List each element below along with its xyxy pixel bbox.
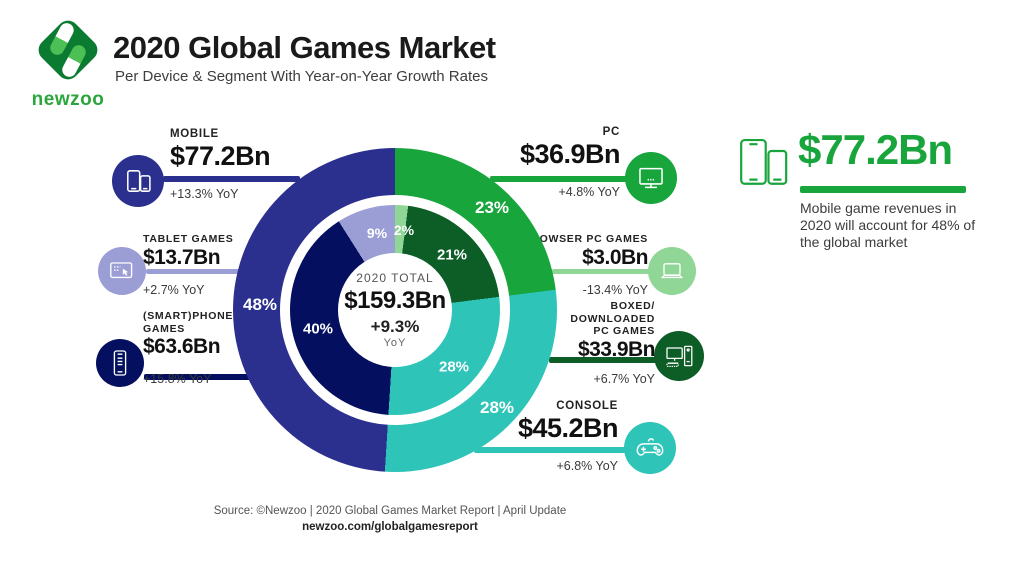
mobile-share-label: 48% bbox=[242, 295, 278, 314]
browser-yoy: -13.4% YoY bbox=[582, 282, 648, 297]
boxed-connector-line bbox=[549, 357, 657, 363]
boxed-share-label: 21% bbox=[436, 246, 468, 264]
pc-callout: PC $36.9Bn +4.8% YoY bbox=[470, 126, 621, 199]
desktop-pc-icon bbox=[666, 345, 693, 368]
pc-yoy: +4.8% YoY bbox=[558, 184, 620, 199]
console-label: CONSOLE bbox=[556, 400, 618, 412]
mobile-callout: MOBILE $77.2Bn +13.3% YoY bbox=[170, 128, 320, 201]
page-subtitle: Per Device & Segment With Year-on-Year G… bbox=[115, 68, 488, 85]
console-share-label: 28% bbox=[479, 398, 515, 417]
mobile-devices-icon bbox=[127, 170, 151, 192]
laptop-icon bbox=[660, 263, 684, 279]
browser-share-label: 2% bbox=[393, 222, 415, 238]
smartphone-segment-badge bbox=[96, 339, 144, 387]
page-title: 2020 Global Games Market bbox=[113, 30, 496, 65]
boxed-yoy: +6.7% YoY bbox=[593, 371, 655, 386]
highlight-description: Mobile game revenues in 2020 will accoun… bbox=[800, 200, 976, 250]
total-growth: +9.3% bbox=[370, 317, 420, 336]
tablet-yoy: +2.7% YoY bbox=[143, 282, 205, 297]
boxed-label: BOXED/ DOWNLOADED PC GAMES bbox=[570, 300, 655, 337]
donut-center-hole bbox=[338, 253, 452, 367]
tablet-touch-icon bbox=[110, 262, 133, 279]
browser-callout: BROWSER PC GAMES $3.0Bn -13.4% YoY bbox=[508, 233, 648, 297]
mobile-devices-icon bbox=[740, 139, 788, 185]
boxed-segment-badge bbox=[654, 331, 704, 381]
tablet-value: $13.7Bn bbox=[143, 245, 221, 269]
mobile-yoy: +13.3% YoY bbox=[170, 186, 239, 201]
highlight-phones bbox=[733, 134, 793, 203]
total-value: $159.3Bn bbox=[344, 287, 446, 314]
newzoo-logo-icon bbox=[38, 20, 98, 80]
total-growth-suffix: YoY bbox=[383, 337, 407, 349]
pc-monitor-icon bbox=[639, 167, 663, 189]
console-callout: CONSOLE $45.2Bn +6.8% YoY bbox=[468, 400, 619, 473]
browser-value: $3.0Bn bbox=[582, 245, 648, 269]
footer: Source: ©Newzoo | 2020 Global Games Mark… bbox=[190, 505, 590, 533]
console-inner-share-label: 28% bbox=[438, 358, 470, 376]
total-label: 2020 TOTAL bbox=[356, 271, 434, 285]
smartphone-share-label: 40% bbox=[302, 320, 334, 338]
browser-connector-line bbox=[552, 269, 650, 274]
donut-center-total: 2020 TOTAL $159.3Bn +9.3% YoY bbox=[330, 271, 460, 349]
mobile-segment-badge bbox=[112, 155, 164, 207]
tablet-callout: TABLET GAMES $13.7Bn +2.7% YoY bbox=[143, 233, 273, 297]
smartphone-yoy: +15.8% YoY bbox=[143, 372, 212, 386]
mobile-value: $77.2Bn bbox=[170, 140, 271, 171]
console-yoy: +6.8% YoY bbox=[556, 458, 618, 473]
boxed-callout: BOXED/ DOWNLOADED PC GAMES $33.9Bn +6.7%… bbox=[560, 300, 655, 386]
tablet-label: TABLET GAMES bbox=[143, 233, 234, 245]
tablet-segment-badge bbox=[98, 247, 146, 295]
highlight-underline bbox=[800, 186, 966, 193]
console-connector-line bbox=[474, 447, 626, 453]
mobile-label: MOBILE bbox=[170, 128, 219, 140]
pc-label: PC bbox=[602, 126, 620, 138]
browser-segment-badge bbox=[648, 247, 696, 295]
console-segment-badge bbox=[624, 422, 676, 474]
pc-share-label: 23% bbox=[474, 198, 510, 217]
logo-wordmark: newzoo bbox=[31, 89, 105, 110]
console-value: $45.2Bn bbox=[517, 412, 619, 443]
smartphone-label: (SMART)PHONE GAMES bbox=[143, 310, 234, 335]
mobile-connector-line bbox=[163, 176, 300, 182]
pc-value: $36.9Bn bbox=[519, 138, 621, 169]
tablet-connector-line bbox=[146, 269, 241, 274]
highlight-value: $77.2Bn bbox=[798, 126, 953, 173]
tablet-share-label: 9% bbox=[366, 225, 388, 241]
smartphone-connector-line bbox=[144, 374, 250, 380]
smartphone-icon bbox=[113, 350, 127, 376]
donut-chart bbox=[233, 148, 557, 472]
source-text: Source: ©Newzoo | 2020 Global Games Mark… bbox=[213, 505, 567, 517]
pc-segment-badge bbox=[625, 152, 677, 204]
pc-connector-line bbox=[490, 176, 627, 182]
browser-label: BROWSER PC GAMES bbox=[523, 233, 648, 245]
smartphone-value: $63.6Bn bbox=[143, 335, 221, 358]
newzoo-logo: newzoo bbox=[30, 14, 106, 111]
report-url: newzoo.com/globalgamesreport bbox=[302, 521, 478, 533]
smartphone-callout: (SMART)PHONE GAMES $63.6Bn +15.8% YoY bbox=[143, 310, 253, 386]
boxed-value: $33.9Bn bbox=[577, 337, 656, 361]
gamepad-icon bbox=[636, 438, 664, 456]
